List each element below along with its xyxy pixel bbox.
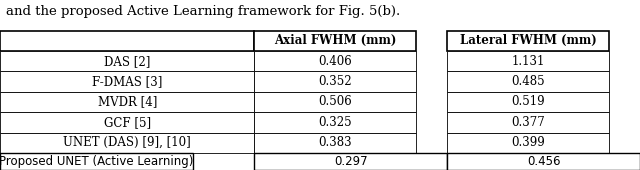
Text: and the proposed Active Learning framework for Fig. 5(b).: and the proposed Active Learning framewo…	[6, 5, 401, 18]
